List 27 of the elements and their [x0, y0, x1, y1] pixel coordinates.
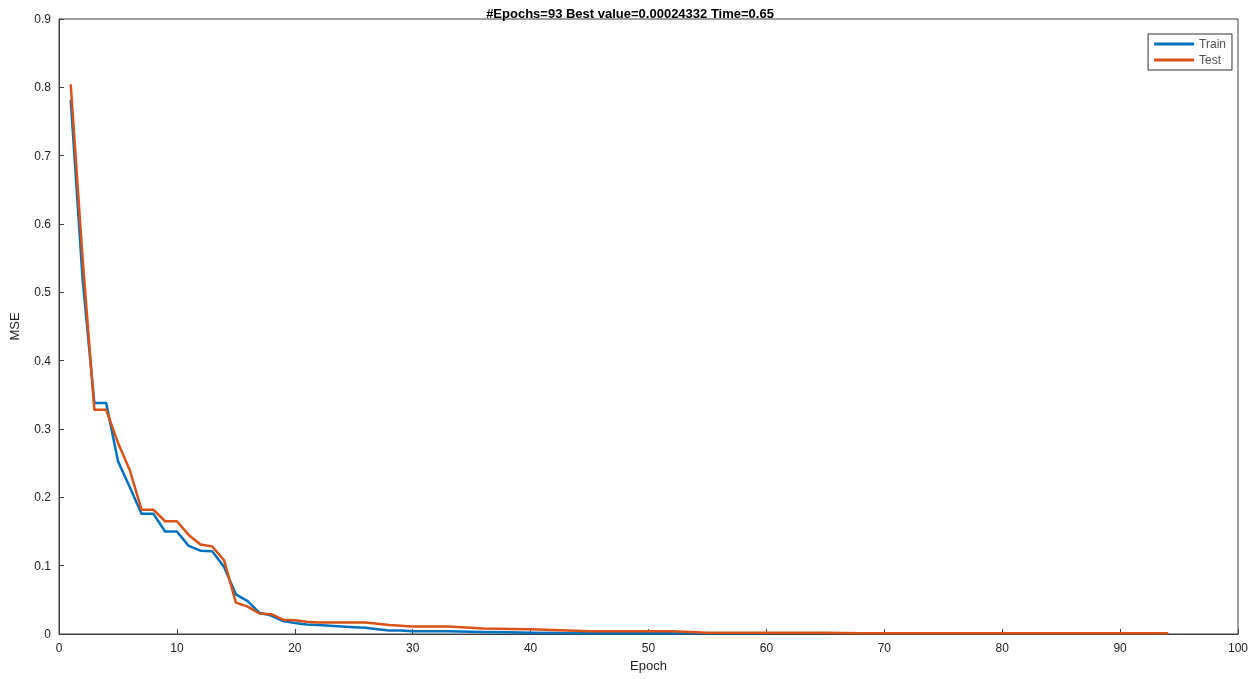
x-axis-title: Epoch	[630, 657, 667, 673]
x-tick-label: 0	[55, 641, 63, 655]
y-tick-label: 0	[44, 627, 52, 641]
x-tick-label: 80	[995, 641, 1010, 655]
x-tick-label: 100	[1227, 641, 1249, 655]
y-tick-label: 0.7	[34, 148, 52, 163]
x-tick-label: 50	[641, 641, 656, 655]
x-tick-label: 10	[170, 641, 184, 655]
x-tick-label: 40	[523, 641, 538, 655]
x-tick-label: 60	[759, 641, 774, 655]
y-axis-title: MSE	[7, 312, 22, 341]
y-tick-label: 0.9	[34, 12, 52, 26]
y-tick-label: 0.3	[34, 422, 52, 436]
x-tick-label: 90	[1113, 641, 1128, 655]
y-tick-label: 0.1	[34, 558, 52, 573]
line-series	[69, 84, 1169, 635]
x-tick-label: 20	[288, 641, 302, 655]
y-tick-label: 0.5	[34, 285, 52, 300]
chart-title: #Epochs=93 Best value=0.00024332 Time=0.65	[486, 6, 774, 21]
y-tick-label: 0.4	[34, 353, 52, 368]
y-tick-label: 0.8	[34, 80, 52, 95]
x-tick-label: 70	[877, 641, 892, 655]
x-tick-label: 30	[406, 641, 420, 655]
legend-label: Test	[1199, 53, 1222, 67]
y-tick-label: 0.6	[34, 217, 52, 231]
y-tick-label: 0.2	[34, 490, 52, 505]
legend-label: Train	[1199, 37, 1227, 51]
